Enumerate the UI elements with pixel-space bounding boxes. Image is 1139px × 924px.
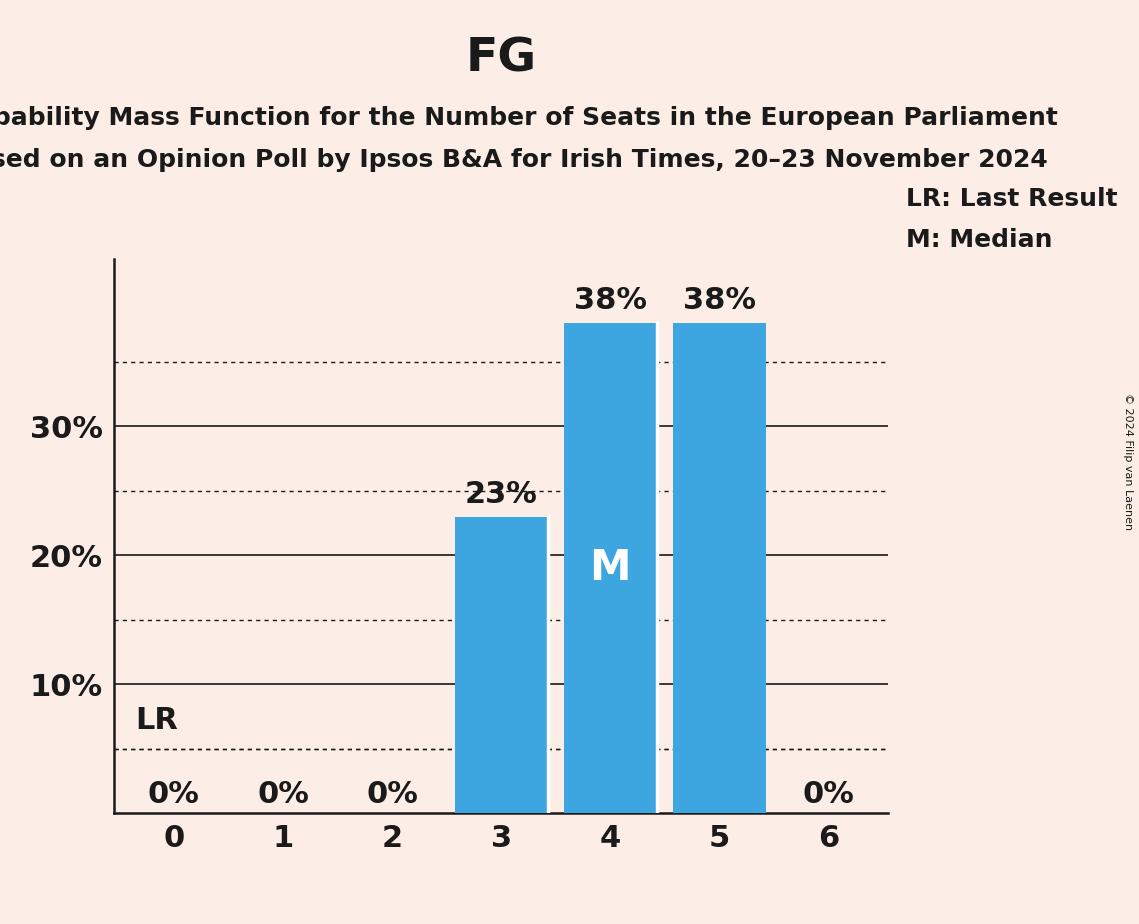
Text: 0%: 0% [803, 780, 854, 809]
Text: LR: Last Result: LR: Last Result [906, 187, 1117, 211]
Bar [673, 323, 765, 813]
Text: Based on an Opinion Poll by Ipsos B&A for Irish Times, 20–23 November 2024: Based on an Opinion Poll by Ipsos B&A fo… [0, 148, 1048, 172]
Text: © 2024 Filip van Laenen: © 2024 Filip van Laenen [1123, 394, 1133, 530]
Text: FG: FG [466, 37, 536, 82]
Text: 23%: 23% [465, 480, 538, 509]
Text: 0%: 0% [257, 780, 309, 809]
Text: LR: LR [136, 706, 179, 735]
Text: Probability Mass Function for the Number of Seats in the European Parliament: Probability Mass Function for the Number… [0, 106, 1058, 130]
Text: 38%: 38% [683, 286, 756, 315]
Bar [454, 517, 548, 813]
Bar [564, 323, 656, 813]
Text: M: Median: M: Median [906, 228, 1052, 252]
Text: M: M [590, 547, 631, 590]
Text: 38%: 38% [574, 286, 647, 315]
Text: 0%: 0% [366, 780, 418, 809]
Text: 0%: 0% [148, 780, 199, 809]
